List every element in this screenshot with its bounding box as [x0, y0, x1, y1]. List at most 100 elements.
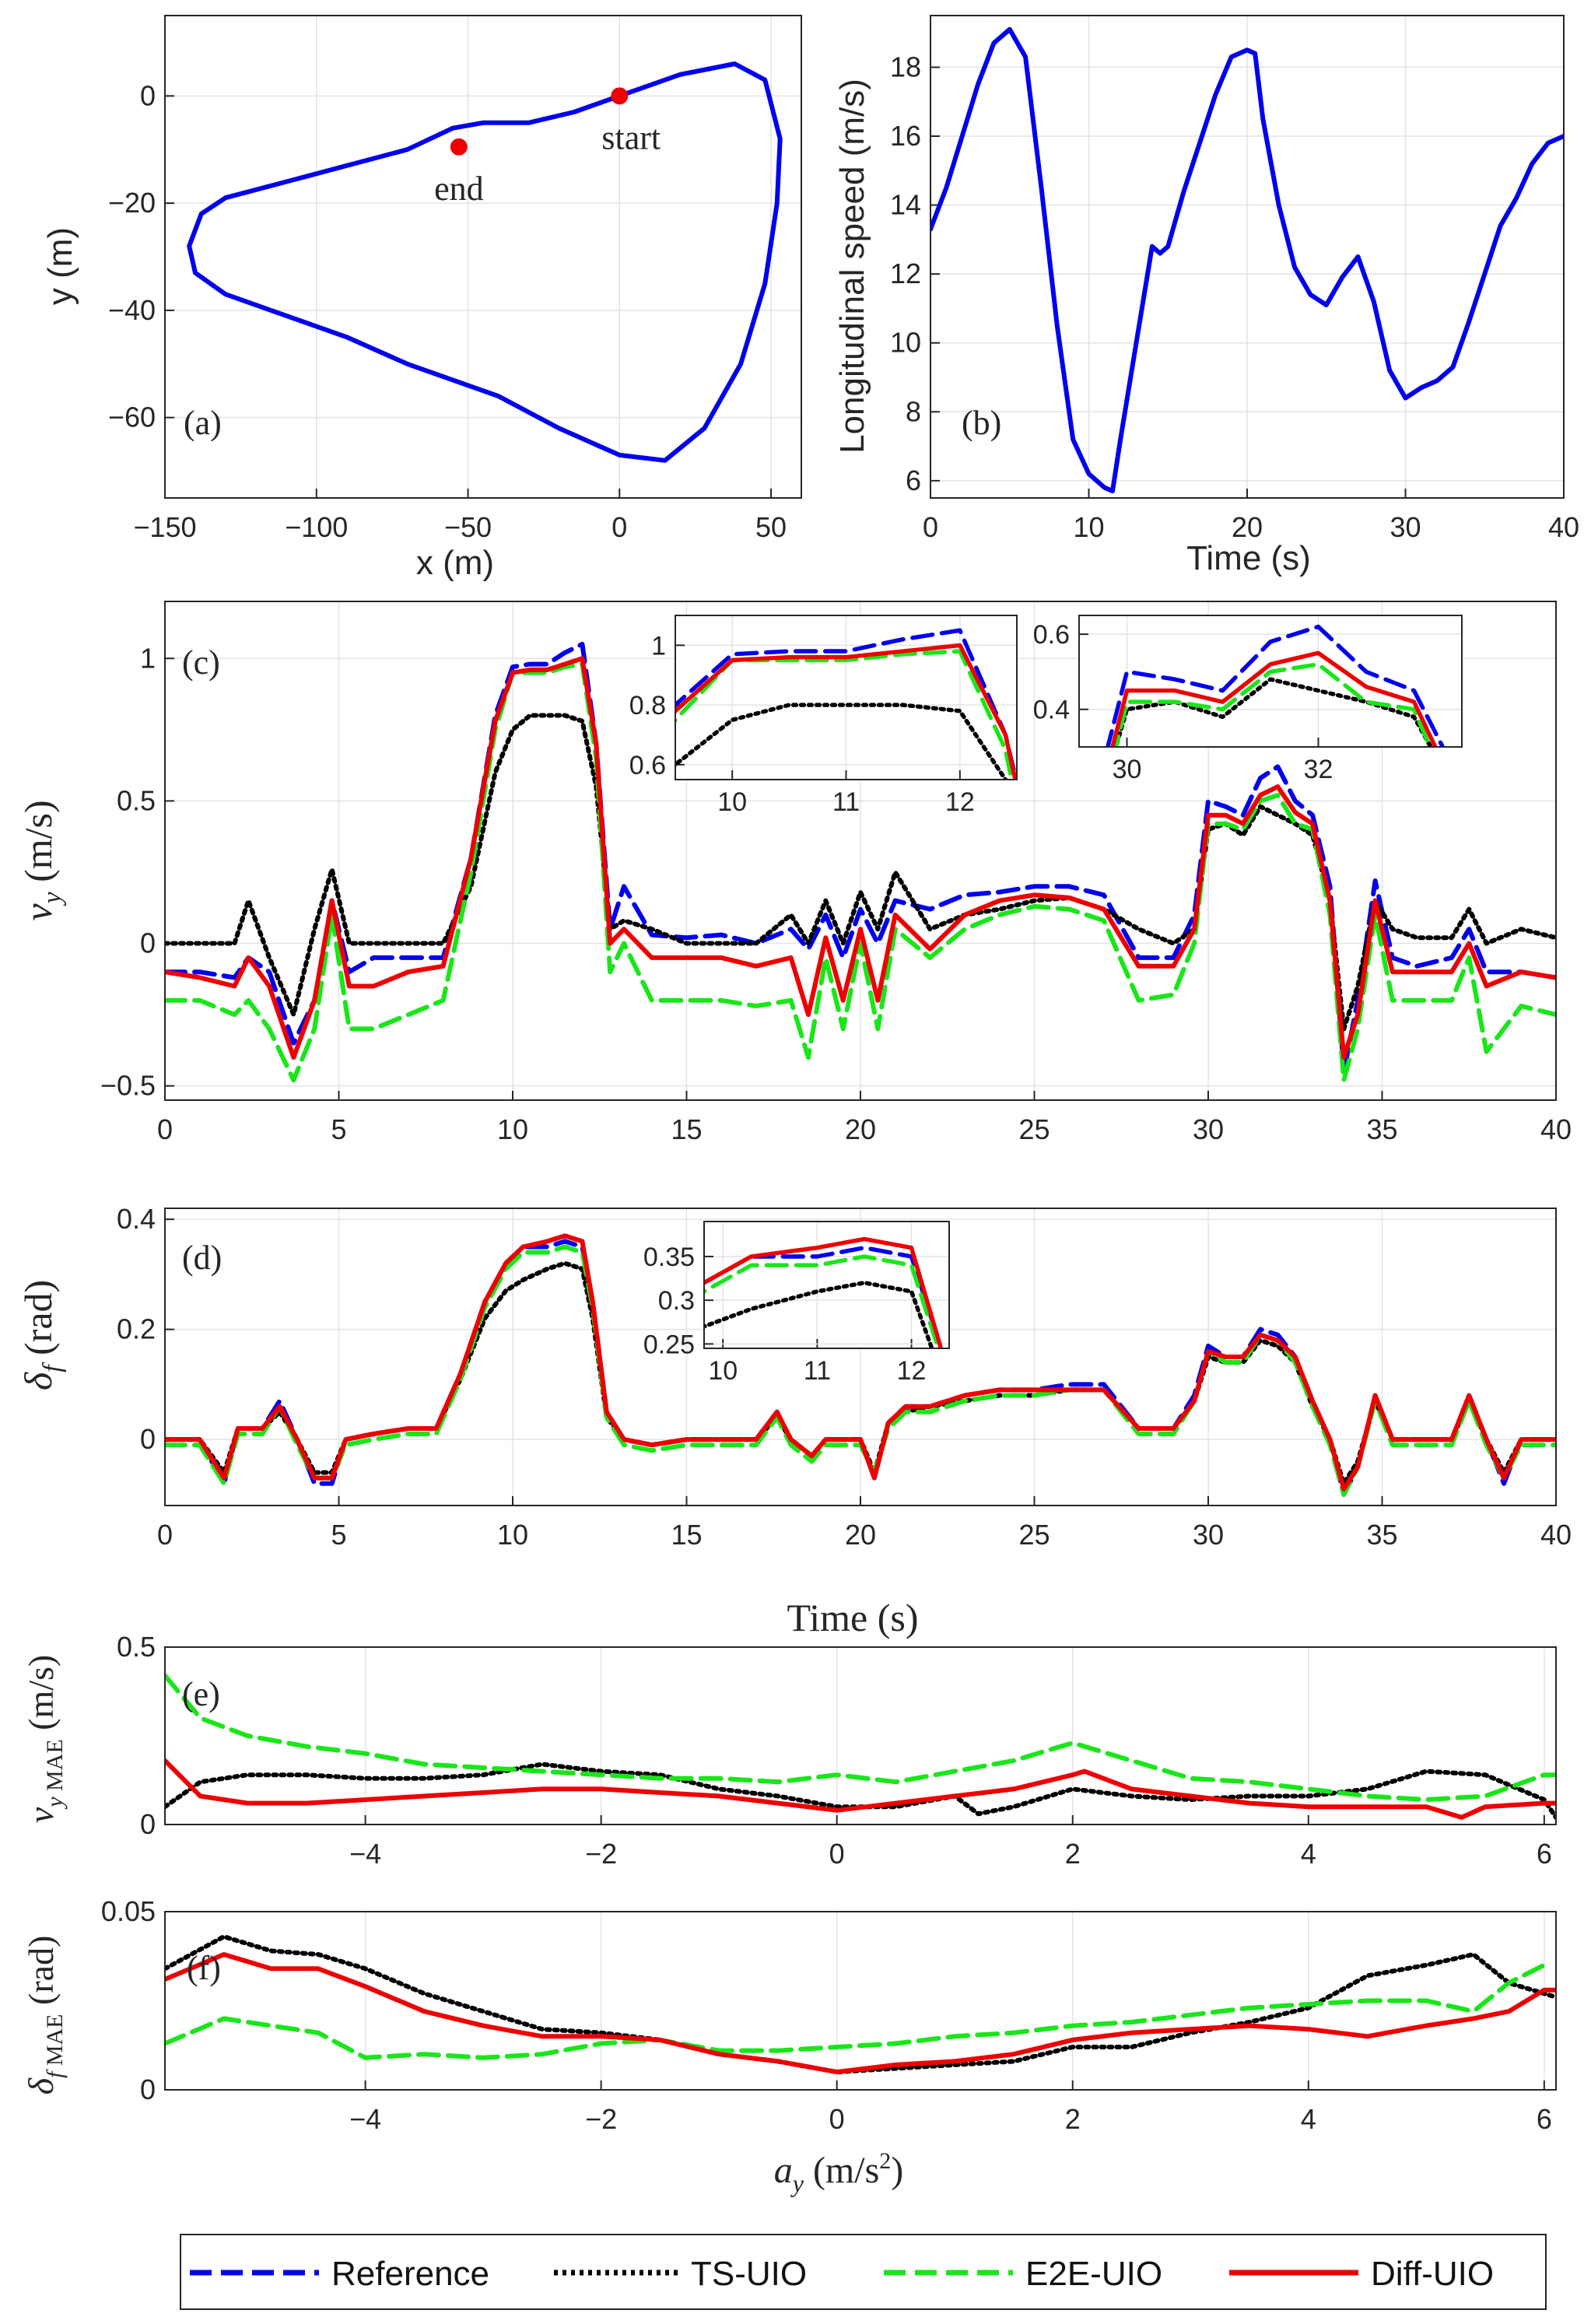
- panel-c-inset-1-frame: [675, 615, 1018, 780]
- panel-a-marker-label-end: end: [434, 170, 484, 208]
- panel-b-label: (b): [962, 404, 1001, 442]
- legend-box: [180, 2234, 1547, 2310]
- panel-c-xtick-label: 15: [671, 1113, 702, 1145]
- panel-d-xtick-label: 30: [1193, 1519, 1224, 1551]
- panel-d-ytick-label: 0.2: [117, 1313, 156, 1345]
- panel-a-xtick-label: 0: [612, 511, 627, 543]
- panel-b-series-group: [930, 26, 1564, 494]
- panel-c-inset-1-ytick-label: 0.6: [629, 751, 666, 780]
- panel-a-marker-label-start: start: [601, 118, 661, 156]
- panel-c-inset-2-xtick-label: 32: [1304, 755, 1333, 784]
- panel-e-xtick-label: 0: [829, 1838, 845, 1870]
- panel-e-xtick-label: 4: [1301, 1838, 1316, 1870]
- panel-c-inset-2-ytick-label: 0.4: [1033, 696, 1070, 725]
- panel-c-inset-1-xtick-label: 12: [945, 787, 975, 817]
- panel-c-inset-1-ytick-label: 0.8: [629, 691, 666, 720]
- panel-d-xtick-label: 35: [1366, 1519, 1397, 1551]
- panel-a: −150 −100 −50 0 50 0 −20 −40 −60 start end (a): [108, 15, 802, 543]
- panel-d-ylabel-text: δf (rad): [16, 1280, 67, 1390]
- panel-c-inset-1: 10 11 12 0.6 0.8 1: [629, 615, 1018, 817]
- legend-label-ts-uio: TS-UIO: [691, 2255, 807, 2293]
- panel-f-ytick-label: 0: [140, 2073, 156, 2105]
- panel-d-xtick-label: 15: [671, 1519, 702, 1551]
- panel-b-xtick-label: 20: [1232, 511, 1263, 543]
- panel-d-frame: [164, 1208, 1557, 1506]
- panel-e-ylabel-text: vy MAE (m/s): [21, 1655, 68, 1824]
- legend-label-reference: Reference: [331, 2255, 489, 2293]
- panel-e-line-ts-uio: [165, 1761, 1556, 1820]
- panel-d-xtick-label: 40: [1540, 1519, 1572, 1551]
- panel-f-line-e2e-uio: [165, 1962, 1547, 2060]
- panel-f: −4 −2 0 2 4 6 0 0.05 (f): [101, 1895, 1557, 2135]
- panel-c-frame: [164, 601, 1557, 1101]
- panel-c-series-group: [165, 641, 1556, 1083]
- panel-c-xtick-label: 30: [1193, 1113, 1224, 1145]
- panel-c-xtick-label: 10: [497, 1113, 528, 1145]
- panel-d-ytick-label: 0: [140, 1423, 156, 1455]
- panel-f-line-ts-uio: [165, 1934, 1556, 2075]
- panel-f-frame: [164, 1911, 1557, 2091]
- panel-a-ytick-label: −60: [108, 401, 156, 433]
- panel-c-xtick-label: 35: [1366, 1113, 1397, 1145]
- panel-a-ytick-label: 0: [140, 79, 156, 111]
- panel-e-xtick-label: −4: [349, 1838, 381, 1870]
- panel-b-ytick-label: 14: [890, 189, 921, 221]
- panel-d-inset-1-xtick-label: 11: [804, 1356, 831, 1386]
- panel-d-inset-1-plot-area: [704, 1222, 949, 1348]
- panel-d-series-group: [165, 1233, 1556, 1497]
- panel-b-ytick-label: 12: [890, 258, 921, 289]
- panel-e-xtick-label: 6: [1537, 1838, 1552, 1870]
- panel-c-xtick-label: 20: [845, 1113, 876, 1145]
- panel-c-xtick-label: 5: [331, 1113, 346, 1145]
- panel-d-line-diff-uio: [165, 1233, 1556, 1491]
- panel-f-series-group: [165, 1934, 1556, 2075]
- panel-c-inset-2-ytick-label: 0.6: [1033, 620, 1070, 650]
- panel-b-ytick-label: 18: [890, 51, 921, 82]
- panel-d-label: (d): [182, 1239, 222, 1277]
- panel-a-ytick-label: −40: [108, 294, 156, 326]
- panel-c-inset-1-xtick-label: 10: [717, 787, 747, 817]
- legend-label-e2e-uio: E2E-UIO: [1025, 2255, 1162, 2293]
- panel-e-ytick-label: 0: [140, 1808, 156, 1840]
- panel-c-inset-2-frame: [1078, 615, 1463, 748]
- panel-c-ytick-label: 0.5: [117, 784, 156, 816]
- panel-d-inset-1-ytick-label: 0.35: [643, 1243, 695, 1272]
- panel-d-inset-1-ytick-label: 0.25: [643, 1330, 695, 1359]
- panel-e-xtick-label: −2: [585, 1838, 617, 1870]
- panel-d-ylabel: δf (rad): [16, 1280, 67, 1390]
- panel-b-xtick-label: 40: [1548, 511, 1579, 543]
- panel-f-ytick-label: 0.05: [101, 1895, 156, 1927]
- panel-f-xtick-label: 0: [829, 2103, 845, 2135]
- panel-a-xtick-label: −50: [444, 511, 492, 543]
- panel-a-ylabel: y (m): [41, 227, 79, 305]
- panel-c-xtick-label: 25: [1018, 1113, 1050, 1145]
- panel-c-label: (c): [182, 643, 220, 682]
- panel-a-xtick-label: −100: [285, 511, 348, 543]
- panel-d-xtick-label: 10: [497, 1519, 528, 1551]
- panel-e-label: (e): [182, 1675, 220, 1713]
- panel-f-xtick-label: −2: [585, 2103, 617, 2135]
- panel-e-ylabel: vy MAE (m/s): [21, 1655, 68, 1824]
- panel-d-inset-1-ytick-label: 0.3: [658, 1286, 695, 1316]
- panel-a-label: (a): [184, 404, 222, 442]
- panel-f-label: (f): [187, 1949, 221, 1987]
- legend: Reference TS-UIO E2E-UIO Diff-UIO: [180, 2234, 1547, 2310]
- panel-f-xtick-label: 4: [1301, 2103, 1316, 2135]
- panel-e-xtick-label: 2: [1065, 1838, 1081, 1870]
- panel-d-xtick-label: 20: [845, 1519, 876, 1551]
- panel-f-xtick-label: −4: [349, 2103, 381, 2135]
- panel-d-inset-1-xtick-label: 10: [708, 1356, 738, 1386]
- panel-e: −4 −2 0 2 4 6 0 0.5 (e): [117, 1631, 1557, 1870]
- panel-a-series-group: [187, 61, 783, 463]
- panel-b: 0 10 20 30 40 6 8 10 12 14 16 18 (b): [890, 15, 1579, 543]
- panel-f-xlabel: ay (m/s2): [774, 2148, 904, 2197]
- panel-a-xtick-label: −150: [133, 511, 196, 543]
- panel-c-ytick-label: 1: [140, 642, 156, 674]
- panel-b-ylabel: Longitudinal speed (m/s): [833, 79, 871, 454]
- panel-d-inset-1-xtick-label: 12: [897, 1356, 927, 1386]
- panel-c-xtick-label: 0: [157, 1113, 173, 1145]
- panel-d-xtick-label: 5: [331, 1519, 346, 1551]
- panel-a-marker-start: [611, 87, 629, 105]
